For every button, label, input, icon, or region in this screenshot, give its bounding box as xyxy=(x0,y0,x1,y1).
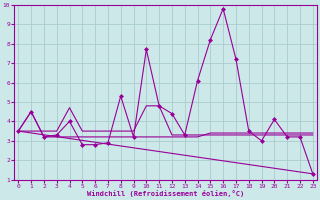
X-axis label: Windchill (Refroidissement éolien,°C): Windchill (Refroidissement éolien,°C) xyxy=(87,190,244,197)
